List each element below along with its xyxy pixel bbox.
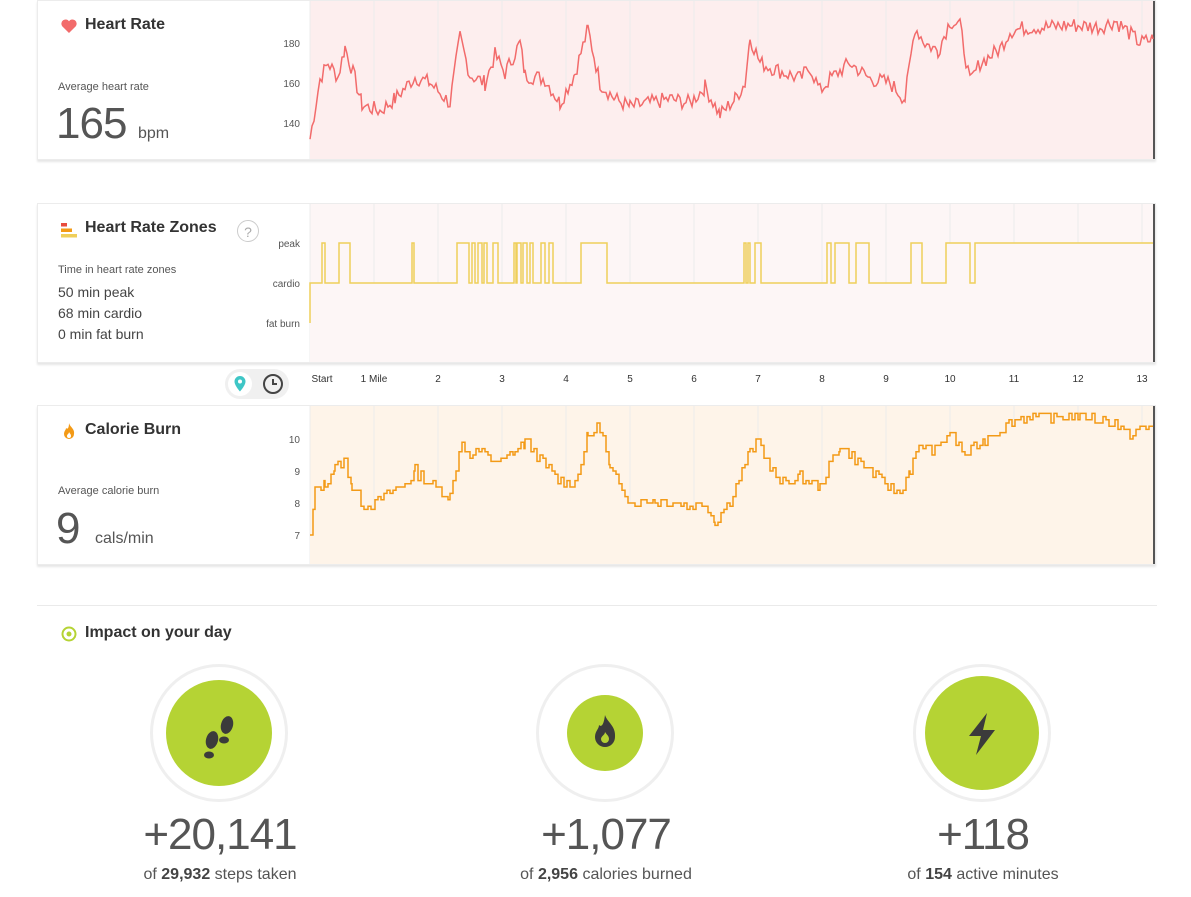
heart-rate-card: Heart Rate Average heart rate 165 bpm 18… [37, 0, 1156, 160]
distance-tick-label: 8 [819, 374, 825, 385]
zone-line-fatburn: 0 min fat burn [58, 326, 144, 342]
distance-tick-label: 9 [883, 374, 889, 385]
distance-tick-label: 10 [944, 374, 956, 385]
distance-tick-label: 3 [499, 374, 505, 385]
zones-subtitle: Time in heart rate zones [58, 264, 177, 276]
y-tick-label: 8 [294, 499, 300, 510]
distance-tick-label: 11 [1008, 374, 1020, 385]
view-toggle[interactable] [225, 369, 289, 399]
clock-icon[interactable] [261, 372, 285, 396]
zone-line-peak: 50 min peak [58, 284, 135, 300]
calorie-unit: cals/min [95, 530, 154, 547]
steps-disc [166, 680, 272, 786]
bolt-icon [969, 713, 995, 755]
heart-rate-subtitle: Average heart rate [58, 81, 149, 93]
y-tick-label: 180 [283, 39, 300, 50]
y-tick-label: 160 [283, 79, 300, 90]
y-tick-label: 10 [289, 435, 301, 446]
steps-desc: of 29,932 steps taken [143, 866, 297, 883]
active-desc: of 154 active minutes [907, 866, 1059, 883]
target-icon [61, 626, 77, 642]
heart-rate-title: Heart Rate [85, 16, 166, 33]
steps-stat: +20,141 of 29,932 steps taken [70, 664, 370, 894]
heart-rate-chart: 180 160 140 [283, 1, 1155, 159]
calorie-chart: 10 9 8 7 [289, 406, 1155, 564]
distance-tick-label: 12 [1072, 374, 1084, 385]
heart-icon [61, 19, 77, 33]
active-disc [925, 676, 1039, 790]
calories-ring [536, 664, 674, 802]
distance-tick-label: 4 [563, 374, 569, 385]
footsteps-icon [204, 716, 234, 759]
zones-title: Heart Rate Zones [85, 219, 217, 236]
steps-ring [150, 664, 288, 802]
calories-stat: +1,077 of 2,956 calories burned [456, 664, 756, 894]
calorie-subtitle: Average calorie burn [58, 485, 160, 497]
distance-axis: Start 1 Mile 2 3 4 5 6 7 8 9 10 11 12 13 [0, 374, 1191, 394]
zone-level-label: cardio [273, 279, 301, 290]
calories-disc [567, 695, 643, 771]
calorie-burn-card: Calorie Burn Average calorie burn 9 cals… [37, 405, 1156, 565]
impact-title: Impact on your day [85, 624, 232, 641]
bars-icon [61, 223, 77, 238]
active-minutes-stat: +118 of 154 active minutes [833, 664, 1133, 894]
distance-tick-label: Start [311, 374, 333, 385]
active-ring [913, 664, 1051, 802]
y-tick-label: 7 [294, 531, 300, 542]
calories-value: +1,077 [541, 810, 672, 859]
distance-tick-label: 7 [755, 374, 761, 385]
heart-rate-zones-card: Heart Rate Zones ? Time in heart rate zo… [37, 203, 1156, 363]
y-tick-label: 9 [294, 467, 300, 478]
zone-level-label: fat burn [266, 319, 300, 330]
distance-tick-label: 13 [1136, 374, 1148, 385]
flame-icon [64, 423, 75, 439]
heart-rate-line [309, 17, 1154, 140]
distance-tick-label: 2 [435, 374, 441, 385]
map-pin-icon[interactable] [228, 372, 252, 396]
calories-desc: of 2,956 calories burned [520, 866, 692, 883]
active-value: +118 [937, 810, 1030, 859]
help-button[interactable]: ? [237, 220, 259, 242]
zones-chart: peak cardio fat burn [266, 204, 1155, 362]
calorie-area [310, 413, 1153, 564]
heart-rate-unit: bpm [138, 125, 170, 142]
distance-tick-label: 1 Mile [360, 374, 388, 385]
heart-rate-area [310, 19, 1153, 159]
zones-line [309, 242, 1153, 323]
calorie-line [310, 412, 1153, 536]
heart-rate-value: 165 [56, 99, 127, 148]
zone-line-cardio: 68 min cardio [58, 305, 143, 321]
calorie-title: Calorie Burn [85, 421, 182, 438]
steps-value: +20,141 [143, 810, 297, 859]
distance-tick-label: 5 [627, 374, 633, 385]
y-tick-label: 140 [283, 119, 300, 130]
flame-icon [595, 715, 616, 747]
zone-level-label: peak [278, 239, 301, 250]
section-divider [37, 605, 1157, 606]
calorie-value: 9 [56, 504, 81, 553]
distance-tick-label: 6 [691, 374, 697, 385]
